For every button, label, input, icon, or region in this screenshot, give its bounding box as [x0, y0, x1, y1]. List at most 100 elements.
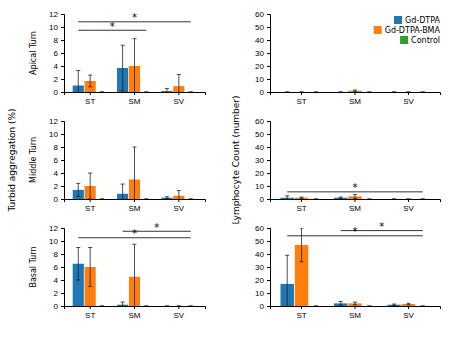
x-tick-label: SM [349, 97, 361, 106]
x-tick: ST [296, 306, 306, 320]
y-axis-line [267, 122, 271, 200]
y-tick-mark [61, 160, 64, 161]
error-cap [189, 199, 193, 200]
error-cap [339, 92, 343, 93]
error-cap [285, 92, 289, 93]
bar: Control SM [141, 199, 152, 200]
series: Gd-DTPA-BMA STGd-DTPA-BMA SMGd-DTPA-BMA … [85, 39, 185, 92]
panel: 0102030405060STSMSVGd-DTPA STGd-DTPA SMG… [255, 117, 440, 213]
y-tick-mark [61, 228, 64, 229]
y-tick: 0 [260, 88, 270, 97]
error-cap [121, 184, 125, 185]
x-tick-mark [90, 92, 91, 95]
plot-marks: Gd-DTPA STGd-DTPA SMGd-DTPA SVGd-DTPA-BM… [280, 194, 424, 199]
y-tick: 10 [255, 289, 270, 298]
y-tick-mark [267, 121, 270, 122]
bar: Control SM [141, 306, 152, 307]
x-tick: SV [174, 92, 185, 106]
error-cap [88, 86, 92, 87]
error-cap [300, 197, 304, 198]
error-cap [314, 306, 318, 307]
y-tick-mark [61, 53, 64, 54]
error-cap [88, 75, 92, 76]
error-bar [314, 92, 318, 93]
x-axis-line [271, 93, 441, 96]
x-tick-label: SM [129, 311, 141, 320]
y-tick: 2 [54, 182, 64, 191]
error-cap [392, 199, 396, 200]
y-tick-mark [61, 27, 64, 28]
error-bar [165, 88, 169, 92]
panel: 024681012STSMSVGd-DTPA STGd-DTPA SMGd-DT… [29, 10, 206, 106]
x-tick-mark [301, 92, 302, 95]
x-tick: SV [403, 199, 414, 213]
legend-item: Gd-DTPA-BMA [374, 26, 441, 35]
error-cap [100, 92, 104, 93]
y-tick: 4 [54, 276, 64, 285]
y-axis-line [267, 15, 271, 93]
y-tick-mark [267, 293, 270, 294]
error-bar [177, 306, 181, 307]
y-tick-label: 0 [54, 302, 59, 311]
error-bar [406, 303, 410, 304]
error-line [122, 302, 123, 306]
x-axis: STSMSV [65, 199, 206, 213]
y-tick-label: 10 [49, 23, 58, 32]
legend-swatch [400, 36, 408, 44]
y-tick-mark [61, 66, 64, 67]
y-tick: 0 [54, 302, 64, 311]
x-tick-mark [355, 92, 356, 95]
error-cap [121, 302, 125, 303]
error-cap [133, 244, 137, 245]
error-cap [76, 183, 80, 184]
series: Control STControl SMControl SV [314, 199, 425, 200]
x-tick-label: ST [85, 204, 95, 213]
y-tick-label: 60 [255, 10, 264, 19]
error-cap [421, 92, 425, 93]
error-cap [189, 306, 193, 307]
y-tick-label: 10 [255, 75, 264, 84]
y-tick: 20 [255, 276, 270, 285]
y-tick-mark [61, 280, 64, 281]
y-axis-line [61, 122, 65, 200]
error-line [90, 173, 91, 199]
y-tick-label: 6 [54, 49, 59, 58]
figure: 024681012STSMSVGd-DTPA STGd-DTPA SMGd-DT… [0, 0, 450, 341]
y-tick-label: 6 [54, 156, 59, 165]
x-tick-mark [134, 199, 135, 202]
y-tick-label: 2 [54, 182, 59, 191]
y-tick: 40 [255, 250, 270, 259]
y-tick-label: 4 [54, 276, 59, 285]
x-tick: ST [85, 92, 95, 106]
y-tick: 2 [54, 75, 64, 84]
bar: Control SV [185, 92, 196, 93]
y-axis: 024681012 [49, 10, 64, 97]
bar: Control SV [185, 199, 196, 200]
error-line [355, 194, 356, 198]
error-cap [367, 92, 371, 93]
error-line [78, 183, 79, 196]
panel: 0102030405060STSMSVGd-DTPA STGd-DTPA SMG… [255, 221, 440, 320]
y-tick-label: 10 [255, 289, 264, 298]
y-tick-label: 40 [255, 143, 264, 152]
x-tick-mark [408, 199, 409, 202]
error-bar [353, 194, 357, 198]
error-bar [367, 306, 371, 307]
error-bar [339, 92, 343, 93]
error-cap [392, 199, 396, 200]
annotation: * [353, 226, 358, 237]
series: Gd-DTPA STGd-DTPA SMGd-DTPA SV [73, 45, 173, 92]
y-tick-mark [267, 40, 270, 41]
error-cap [100, 92, 104, 93]
x-tick-label: SM [129, 204, 141, 213]
bar: Control ST [96, 199, 107, 200]
error-cap [353, 90, 357, 91]
y-tick: 10 [49, 237, 64, 246]
error-cap [144, 199, 148, 200]
x-tick: SV [403, 306, 414, 320]
error-cap [300, 92, 304, 93]
series: Gd-DTPA-BMA STGd-DTPA-BMA SMGd-DTPA-BMA … [295, 228, 415, 306]
error-cap [421, 306, 425, 307]
error-cap [165, 196, 169, 197]
error-cap [88, 173, 92, 174]
